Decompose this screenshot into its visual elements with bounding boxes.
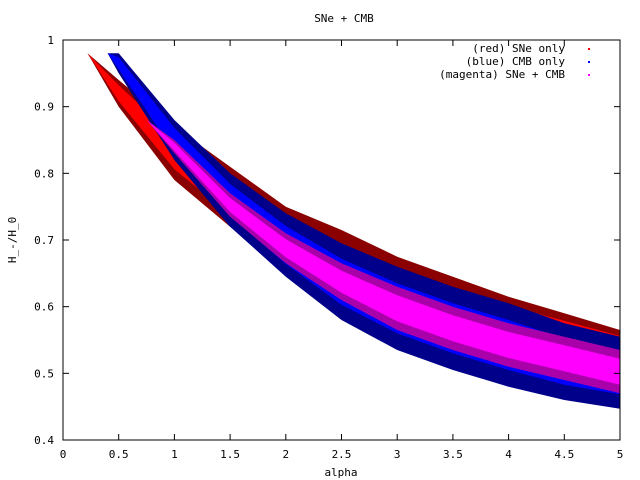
legend: (red) SNe only(blue) CMB only(magenta) S… — [439, 42, 590, 81]
x-tick-label: 3.5 — [443, 448, 463, 461]
legend-swatch — [588, 48, 590, 50]
legend-swatch — [588, 61, 590, 63]
y-tick-label: 0.9 — [34, 101, 54, 114]
x-tick-label: 3 — [394, 448, 401, 461]
x-axis-label: alpha — [324, 466, 357, 479]
x-tick-label: 1 — [171, 448, 178, 461]
x-axis-ticks: 0 0.5 1 1.5 2 2.5 3 3.5 4 4.5 5 — [60, 40, 624, 461]
x-tick-label: 1.5 — [220, 448, 240, 461]
x-tick-label: 0.5 — [109, 448, 129, 461]
band-outer-magenta-sne-cmb — [146, 120, 620, 394]
legend-label: (magenta) SNe + CMB — [439, 68, 565, 81]
x-tick-label: 4.5 — [554, 448, 574, 461]
y-tick-label: 0.5 — [34, 367, 54, 380]
x-tick-label: 4 — [505, 448, 512, 461]
band-inner-magenta-sne-cmb — [146, 120, 620, 385]
x-tick-label: 2.5 — [332, 448, 352, 461]
plot-bands — [87, 53, 621, 409]
y-tick-label: 0.4 — [34, 434, 54, 447]
y-tick-label: 0.6 — [34, 301, 54, 314]
legend-label: (red) SNe only — [472, 42, 565, 55]
x-tick-label: 5 — [617, 448, 624, 461]
y-tick-label: 1 — [47, 34, 54, 47]
y-axis-ticks: 0.4 0.5 0.6 0.7 0.8 0.9 1 — [34, 34, 620, 447]
y-tick-label: 0.8 — [34, 167, 54, 180]
chart-title: SNe + CMB — [314, 12, 374, 25]
y-tick-label: 0.7 — [34, 234, 54, 247]
x-tick-label: 0 — [60, 448, 67, 461]
x-tick-label: 2 — [282, 448, 289, 461]
legend-swatch — [588, 74, 590, 76]
y-axis-label: H_-/H_0 — [6, 217, 19, 263]
legend-label: (blue) CMB only — [466, 55, 566, 68]
